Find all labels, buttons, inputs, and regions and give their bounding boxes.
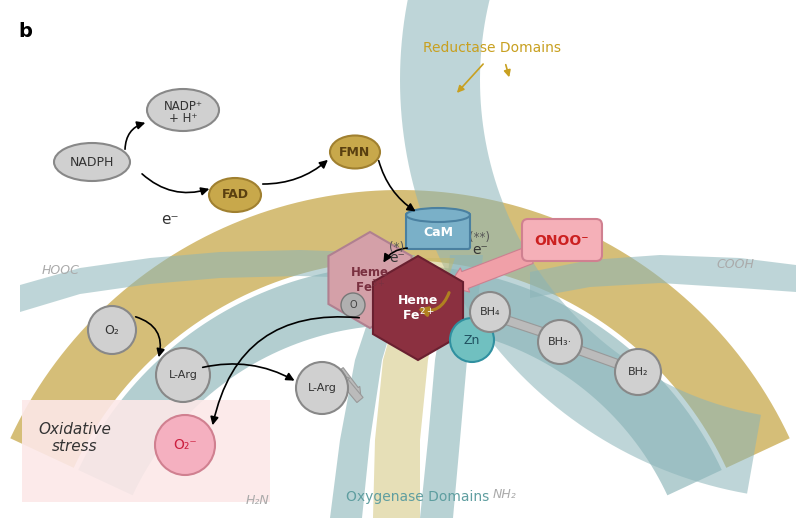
Text: e⁻: e⁻ [162, 212, 179, 227]
Text: BH₄: BH₄ [480, 307, 500, 317]
Text: BH₂: BH₂ [628, 367, 648, 377]
Text: COOH: COOH [716, 258, 754, 271]
FancyArrow shape [338, 375, 363, 402]
Text: Fe$^{2+}$: Fe$^{2+}$ [402, 307, 435, 323]
Text: NADPH: NADPH [70, 155, 114, 168]
Text: FMN: FMN [339, 146, 371, 159]
Circle shape [538, 320, 582, 364]
Text: Fe$^{3+}$: Fe$^{3+}$ [354, 279, 385, 295]
Circle shape [155, 415, 215, 475]
Ellipse shape [209, 178, 261, 212]
FancyArrow shape [498, 314, 560, 340]
Text: CaM: CaM [423, 225, 453, 238]
Text: H₂N: H₂N [246, 494, 270, 507]
FancyArrow shape [448, 247, 533, 292]
Text: + H⁺: + H⁺ [169, 112, 197, 125]
Circle shape [156, 348, 210, 402]
Polygon shape [10, 190, 790, 468]
Polygon shape [330, 255, 415, 518]
Text: O₂⁻: O₂⁻ [173, 438, 197, 452]
Text: Oxygenase Domains: Oxygenase Domains [346, 490, 490, 504]
Text: NH₂: NH₂ [494, 488, 517, 501]
Text: Heme: Heme [351, 266, 389, 279]
Text: e⁻: e⁻ [389, 251, 405, 265]
Text: FAD: FAD [221, 189, 248, 202]
Circle shape [341, 293, 365, 317]
Ellipse shape [147, 89, 219, 131]
Ellipse shape [406, 208, 470, 222]
Ellipse shape [330, 136, 380, 168]
Text: (*): (*) [389, 240, 404, 253]
Text: O: O [349, 300, 357, 310]
FancyBboxPatch shape [522, 219, 602, 261]
Text: L-Arg: L-Arg [169, 370, 197, 380]
Polygon shape [373, 256, 463, 360]
Text: ONOO⁻: ONOO⁻ [535, 234, 589, 248]
Ellipse shape [54, 143, 130, 181]
Text: e⁻: e⁻ [472, 243, 488, 257]
FancyBboxPatch shape [406, 213, 470, 249]
Text: Oxidative
stress: Oxidative stress [38, 422, 111, 454]
Text: NADP⁺: NADP⁺ [163, 99, 202, 112]
Text: L-Arg: L-Arg [307, 383, 337, 393]
Text: Zn: Zn [464, 334, 480, 347]
Text: Heme: Heme [398, 294, 438, 307]
Circle shape [450, 318, 494, 362]
Text: b: b [18, 22, 32, 41]
Text: Reductase Domains: Reductase Domains [423, 41, 561, 55]
Circle shape [470, 292, 510, 332]
Circle shape [88, 306, 136, 354]
Polygon shape [420, 255, 483, 518]
Text: BH₃·: BH₃· [548, 337, 572, 347]
Text: (**): (**) [470, 232, 490, 244]
FancyBboxPatch shape [22, 400, 270, 502]
Text: HOOC: HOOC [42, 264, 80, 277]
Circle shape [615, 349, 661, 395]
Polygon shape [20, 250, 360, 312]
Text: O₂: O₂ [104, 324, 119, 337]
Polygon shape [530, 255, 796, 298]
FancyArrow shape [572, 344, 634, 372]
Polygon shape [78, 265, 722, 495]
Circle shape [296, 362, 348, 414]
Polygon shape [400, 0, 761, 494]
Polygon shape [329, 232, 412, 328]
FancyArrow shape [337, 368, 361, 398]
Polygon shape [373, 258, 455, 518]
